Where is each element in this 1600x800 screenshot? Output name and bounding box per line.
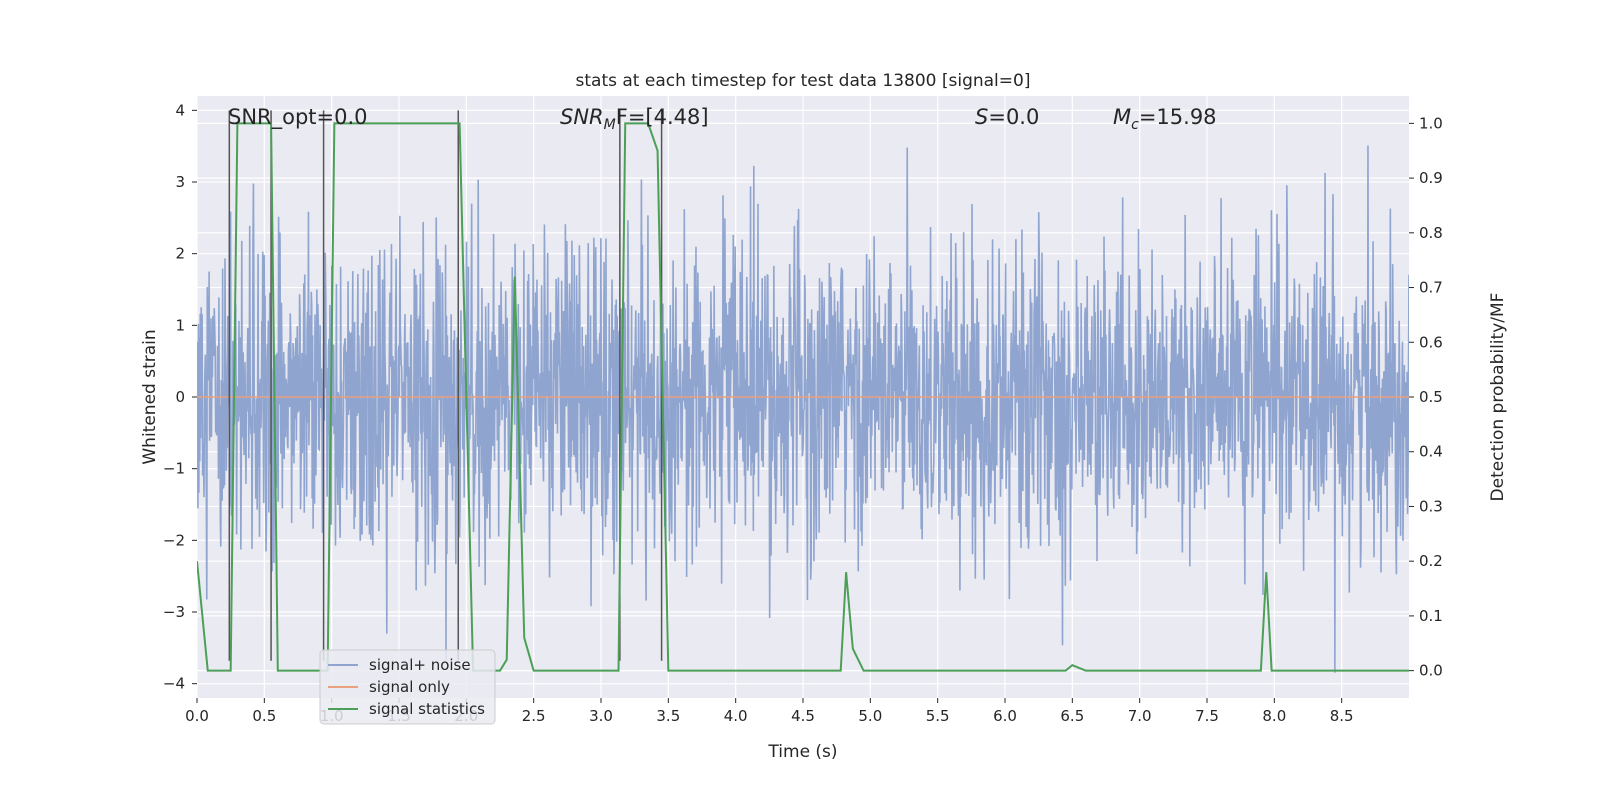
x-tick-label: 5.0 — [858, 707, 882, 725]
right-y-tick-label: 0.7 — [1419, 279, 1443, 297]
right-y-tick-label: 0.0 — [1419, 662, 1443, 680]
x-tick-label: 3.5 — [656, 707, 680, 725]
right-y-tick-label: 0.8 — [1419, 224, 1443, 242]
legend: signal+ noise signal only signal statist… — [319, 649, 496, 725]
y-tick-label: 2 — [175, 245, 185, 263]
legend-noise-label: signal+ noise — [369, 656, 471, 674]
y-axis-ticks: 4 3 2 1 0 −1 −2 −3 −4 — [163, 101, 197, 693]
right-y-tick-label: 1.0 — [1419, 114, 1443, 132]
right-y-tick-label: 0.3 — [1419, 497, 1443, 515]
chart-title: stats at each timestep for test data 138… — [576, 71, 1031, 91]
x-tick-label: 5.5 — [926, 707, 950, 725]
right-y-axis-ticks: 1.0 0.9 0.8 0.7 0.6 0.5 0.4 0.3 0.2 0.1 0.0 — [1409, 114, 1443, 680]
legend-stats-label: signal statistics — [369, 700, 485, 718]
legend-box — [319, 649, 496, 725]
x-tick-label: 6.0 — [993, 707, 1017, 725]
x-tick-label: 3.0 — [589, 707, 613, 725]
x-tick-label: 7.0 — [1128, 707, 1152, 725]
y-axis-label: Whitened strain — [140, 329, 160, 464]
annotation-snr-opt: SNR_opt=0.0 — [228, 105, 368, 130]
x-tick-label: 8.0 — [1262, 707, 1286, 725]
x-tick-label: 6.5 — [1060, 707, 1084, 725]
y-tick-label: 4 — [175, 101, 185, 119]
series-signal-noise — [197, 145, 1409, 673]
x-tick-label: 0.5 — [252, 707, 276, 725]
annotations: SNR_opt=0.0 SNRMF=[4.48] S=0.0 Mc=15.98 — [228, 105, 1217, 133]
x-axis-label: Time (s) — [767, 742, 837, 762]
annotation-snr-mf: SNRMF=[4.48] — [560, 105, 709, 133]
plot-area — [196, 96, 1409, 698]
x-tick-label: 4.5 — [791, 707, 815, 725]
x-tick-label: 4.0 — [724, 707, 748, 725]
right-y-tick-label: 0.4 — [1419, 443, 1443, 461]
right-y-tick-label: 0.1 — [1419, 607, 1443, 625]
y-tick-label: −3 — [163, 603, 185, 621]
right-y-axis-label: Detection probability/MF — [1488, 293, 1508, 502]
mc-rest: =15.98 — [1139, 105, 1217, 129]
mc-base: M — [1113, 105, 1131, 129]
annotation-s: S=0.0 — [975, 105, 1039, 129]
x-tick-label: 8.5 — [1330, 707, 1354, 725]
x-tick-label: 7.5 — [1195, 707, 1219, 725]
snr-mf-rest: F=[4.48] — [616, 105, 709, 129]
y-tick-label: −2 — [163, 531, 185, 549]
y-tick-label: 0 — [175, 388, 185, 406]
y-tick-label: 3 — [175, 173, 185, 191]
right-y-tick-label: 0.2 — [1419, 552, 1443, 570]
snr-mf-sub: M — [604, 117, 616, 133]
snr-mf-base: SNR — [560, 105, 604, 129]
s-rest: =0.0 — [988, 105, 1039, 129]
y-tick-label: −4 — [163, 675, 185, 693]
annotation-mc: Mc=15.98 — [1113, 105, 1217, 133]
right-y-tick-label: 0.9 — [1419, 169, 1443, 187]
y-tick-label: −1 — [163, 460, 185, 478]
x-tick-label: 0.0 — [185, 707, 209, 725]
right-y-tick-label: 0.5 — [1419, 388, 1443, 406]
legend-signal-label: signal only — [369, 678, 450, 696]
right-y-tick-label: 0.6 — [1419, 333, 1443, 351]
mc-sub: c — [1131, 117, 1139, 133]
x-tick-label: 2.5 — [522, 707, 546, 725]
s-var: S — [975, 105, 988, 129]
y-tick-label: 1 — [175, 316, 185, 334]
